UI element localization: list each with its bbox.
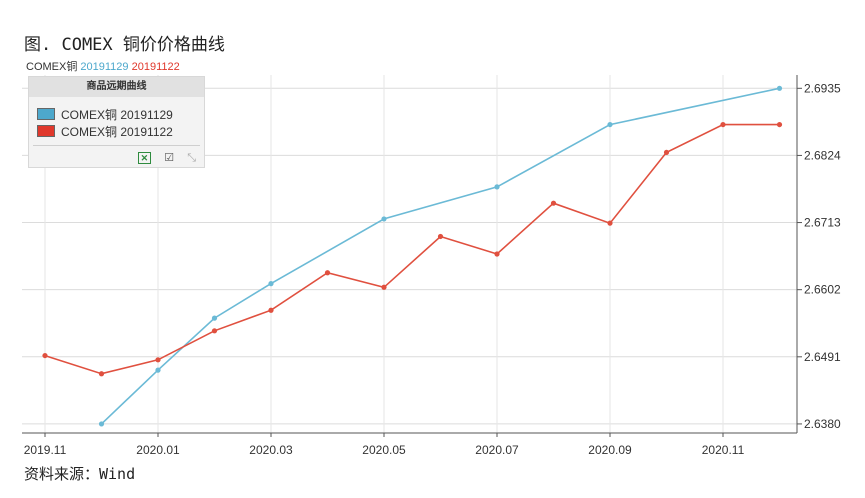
series-1-point: [494, 184, 500, 190]
x-tick-label: 2020.01: [136, 443, 180, 457]
legend-swatch-series2: [37, 125, 55, 137]
series-2-point: [607, 220, 613, 226]
y-tick-label: 2.6935: [804, 81, 841, 95]
series-1-point: [776, 85, 783, 91]
expand-icon[interactable]: ⤡: [187, 152, 196, 164]
series-2-point: [776, 121, 783, 128]
edit-icon[interactable]: ☑: [164, 152, 175, 164]
figure-title: 图. COMEX 铜价价格曲线: [24, 35, 225, 55]
series-2-point: [437, 233, 444, 240]
x-tick-label: 2020.09: [588, 443, 632, 457]
legend-panel[interactable]: 商品远期曲线 COMEX铜 20191129 COMEX铜 20191122 ✕…: [28, 76, 205, 168]
series-2-point: [268, 307, 274, 313]
x-tick-label: 2020.03: [249, 443, 293, 457]
series-2-point: [42, 352, 48, 359]
series-2-point: [324, 270, 331, 276]
legend-label-series1: COMEX铜 20191129: [61, 108, 173, 122]
legend-header: COMEX铜 20191129 20191122: [26, 58, 180, 74]
legend-header-series1: 20191129: [80, 61, 129, 73]
y-tick-label: 2.6491: [804, 350, 841, 364]
x-tick-label: 2020.11: [702, 443, 745, 457]
legend-item-series2[interactable]: COMEX铜 20191122: [37, 125, 173, 139]
series-1-point: [211, 315, 218, 321]
series-2-point: [720, 121, 726, 128]
legend-item-series1[interactable]: COMEX铜 20191129: [37, 108, 173, 122]
legend-header-name: COMEX铜: [26, 61, 78, 73]
x-tick-label: 2019.11: [24, 443, 67, 457]
x-tick-label: 2020.05: [362, 443, 406, 457]
series-1-point: [155, 367, 161, 373]
series-2-point: [155, 357, 161, 363]
legend-swatch-series1: [37, 108, 55, 120]
series-2-point: [663, 149, 670, 156]
y-tick-label: 2.6602: [804, 283, 841, 297]
source-note: 资料来源：Wind: [24, 465, 136, 483]
legend-panel-toolbar: ✕ ☑ ⤡: [128, 151, 196, 165]
legend-header-series2: 20191122: [131, 61, 180, 73]
series-1-point: [98, 421, 105, 427]
series-line-2: [44, 123, 780, 375]
series-2-point: [211, 328, 218, 334]
y-tick-label: 2.6824: [804, 148, 841, 162]
y-tick-label: 2.6380: [804, 417, 841, 431]
legend-label-series2: COMEX铜 20191122: [61, 125, 173, 139]
series-1-point: [381, 216, 387, 222]
x-tick-label: 2020.07: [475, 443, 519, 457]
excel-icon[interactable]: ✕: [137, 152, 152, 164]
series-1-point: [607, 121, 613, 128]
series-2-point: [550, 200, 557, 206]
series-2-point: [494, 251, 500, 257]
y-tick-label: 2.6713: [804, 216, 841, 230]
legend-panel-title: 商品远期曲线: [29, 77, 204, 97]
series-line-1: [100, 87, 780, 425]
legend-panel-divider: [33, 145, 200, 146]
series-1-point: [268, 281, 274, 287]
series-2-point: [381, 284, 387, 290]
series-2-point: [98, 371, 105, 377]
